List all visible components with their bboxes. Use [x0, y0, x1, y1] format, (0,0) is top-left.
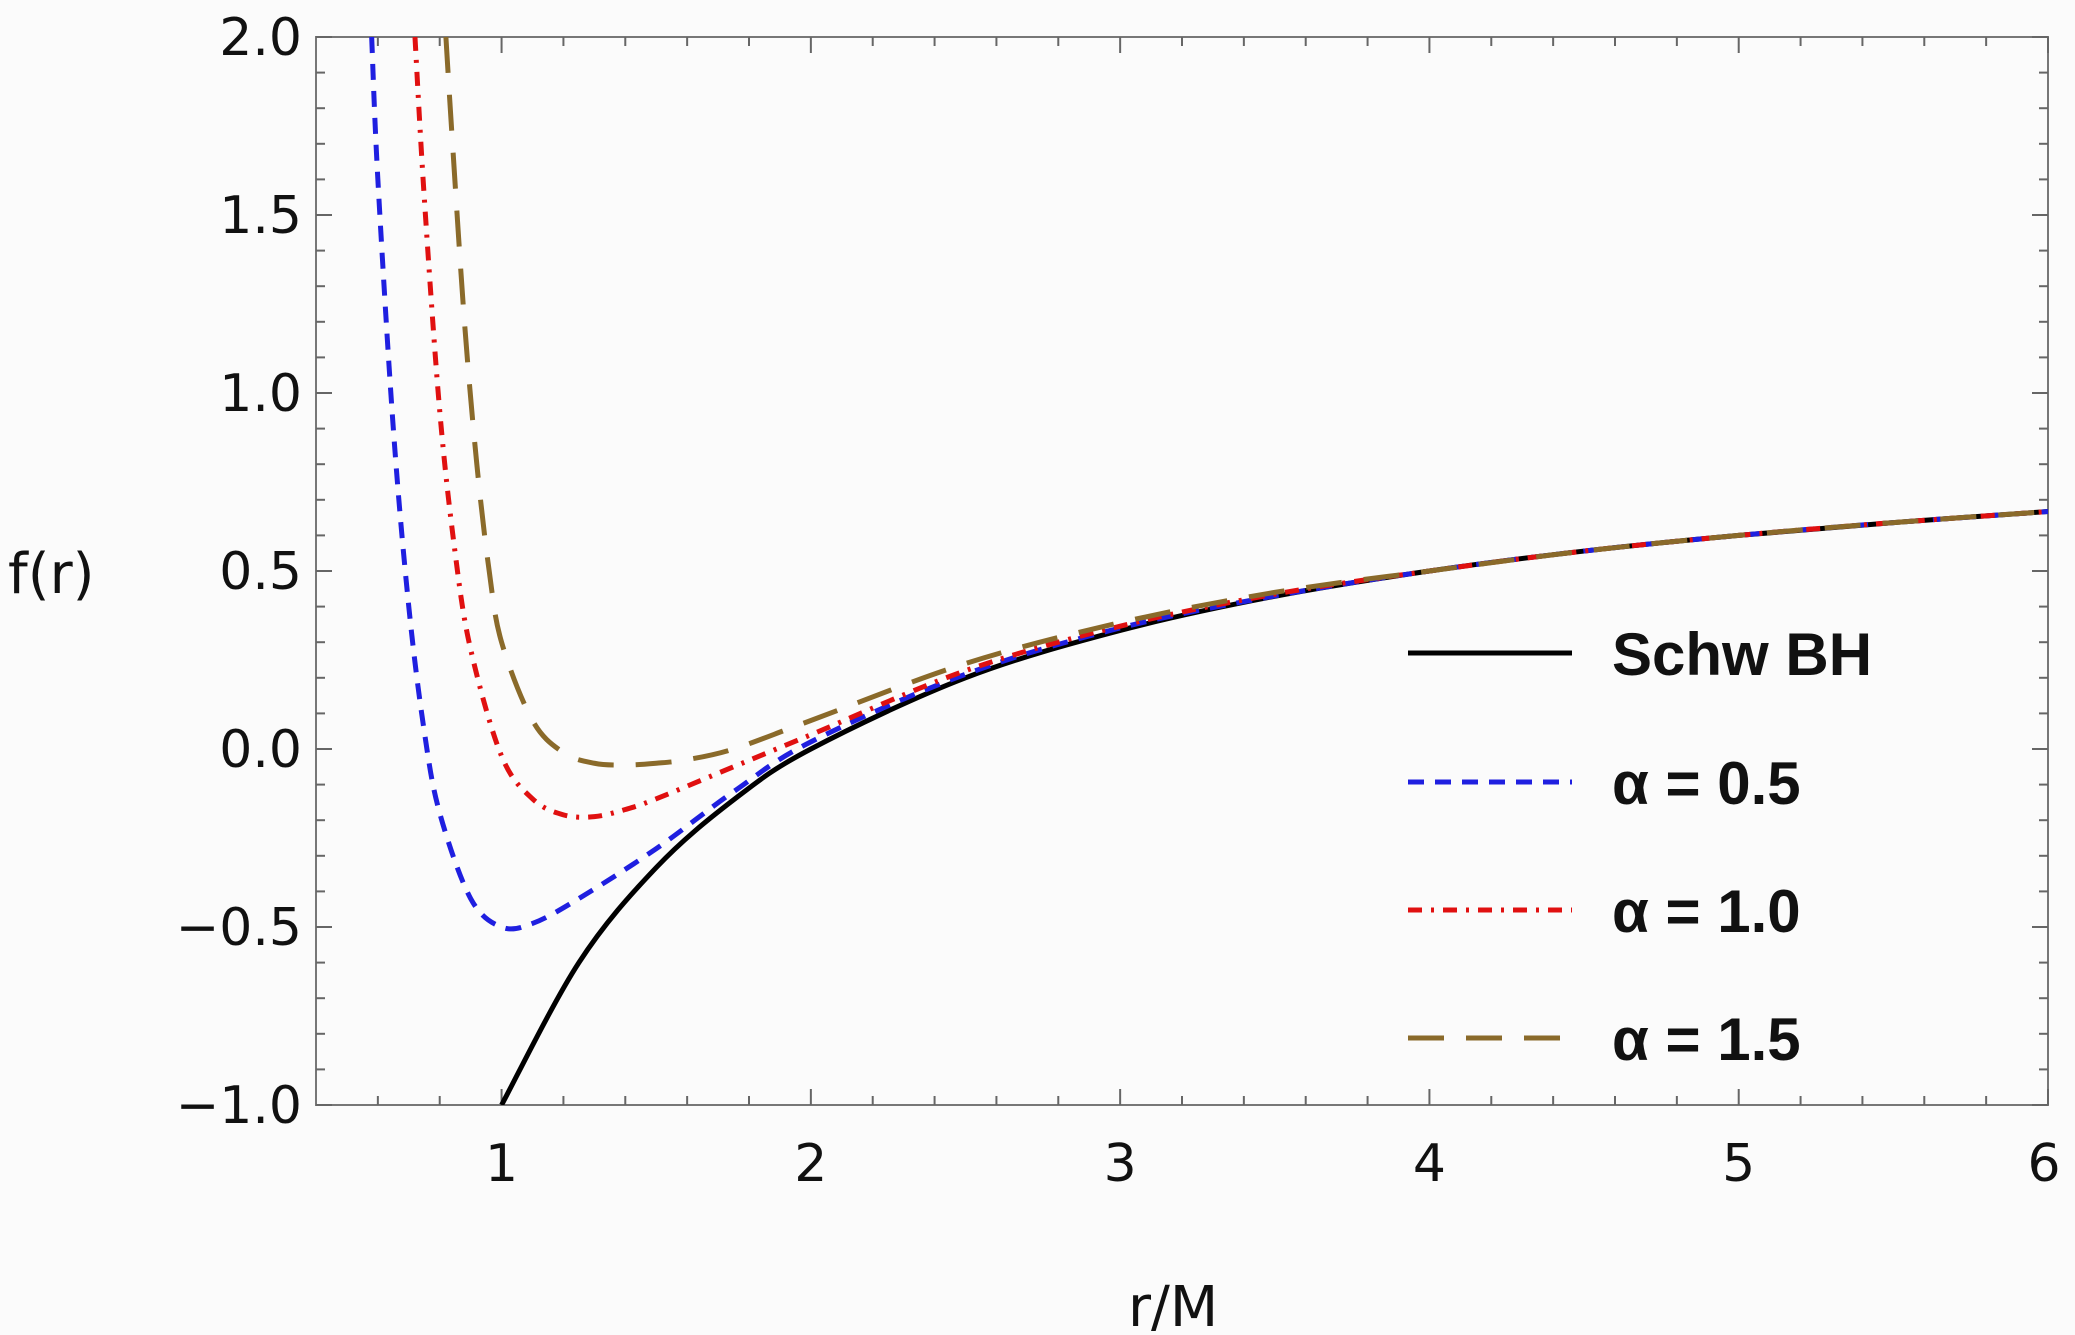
legend-label: α = 0.5: [1612, 750, 1801, 817]
series-line-1: [369, 37, 2048, 932]
y-tick-label: 1.0: [219, 364, 302, 424]
legend-label: Schw BH: [1612, 621, 1872, 688]
series-layer: [369, 37, 2048, 1105]
y-tick-label: 0.0: [219, 720, 302, 780]
y-tick-label: −0.5: [176, 898, 302, 958]
x-tick-label: 3: [1104, 1134, 1137, 1194]
series-line-0: [499, 509, 2048, 1105]
y-tick-label: 2.0: [219, 8, 302, 68]
y-tick-label: −1.0: [176, 1076, 302, 1136]
series-line-2: [412, 37, 2048, 820]
legend-label: α = 1.0: [1612, 878, 1801, 945]
y-axis-label: f(r): [8, 542, 94, 607]
axis-ticks: [316, 36, 2049, 1106]
x-tick-labels: 1 2 3 4 5 6: [485, 1134, 2061, 1194]
legend-label: α = 1.5: [1612, 1006, 1801, 1073]
x-tick-label: 1: [485, 1134, 518, 1194]
y-tick-labels: −1.0 −0.5 0.0 0.5 1.0 1.5 2.0: [176, 8, 302, 1136]
x-tick-label: 4: [1413, 1134, 1446, 1194]
x-tick-label: 6: [2027, 1134, 2060, 1194]
y-tick-label: 0.5: [219, 542, 302, 602]
series-line-3: [443, 37, 2048, 768]
y-tick-label: 1.5: [219, 186, 302, 246]
x-axis-label: r/M: [1128, 1275, 1218, 1335]
legend: Schw BH α = 0.5 α = 1.0 α = 1.5: [1408, 621, 1872, 1073]
x-tick-label: 2: [794, 1134, 827, 1194]
x-tick-label: 5: [1722, 1134, 1755, 1194]
